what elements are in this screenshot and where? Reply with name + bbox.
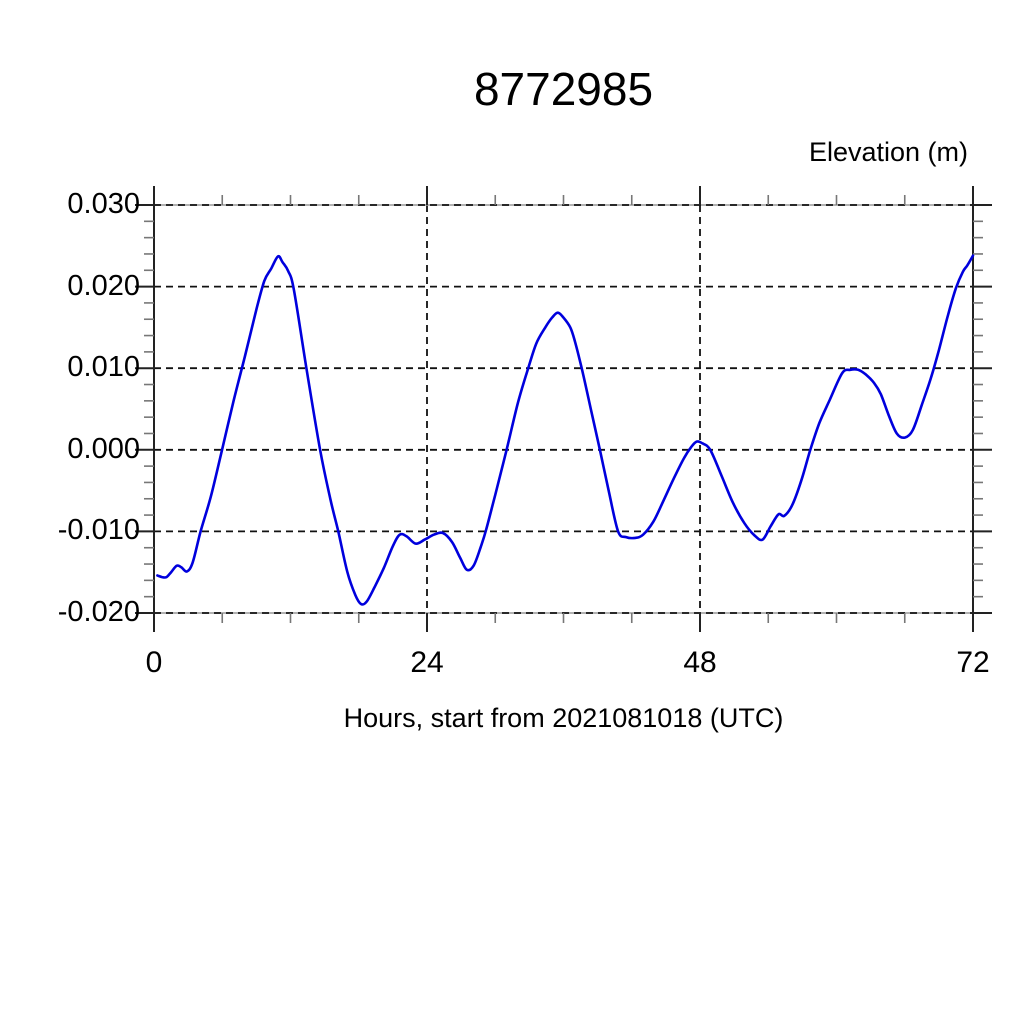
y-axis-title: Elevation (m) bbox=[808, 137, 968, 167]
elevation-line bbox=[156, 254, 975, 606]
chart-title: 8772985 bbox=[473, 63, 654, 115]
y-tick-label: 0.030 bbox=[67, 188, 140, 220]
x-tick-label: 48 bbox=[683, 646, 717, 679]
y-tick-label: 0.020 bbox=[67, 269, 140, 302]
x-tick-label: 0 bbox=[145, 646, 163, 679]
y-tick-label: 0.000 bbox=[67, 432, 140, 465]
x-tick-label: 72 bbox=[956, 646, 990, 679]
x-axis-title: Hours, start from 2021081018 (UTC) bbox=[343, 703, 784, 733]
y-tick-label: -0.020 bbox=[57, 596, 140, 628]
x-tick-label: 24 bbox=[410, 646, 444, 679]
y-tick-label: 0.010 bbox=[67, 351, 140, 384]
y-tick-label: -0.010 bbox=[57, 514, 140, 547]
